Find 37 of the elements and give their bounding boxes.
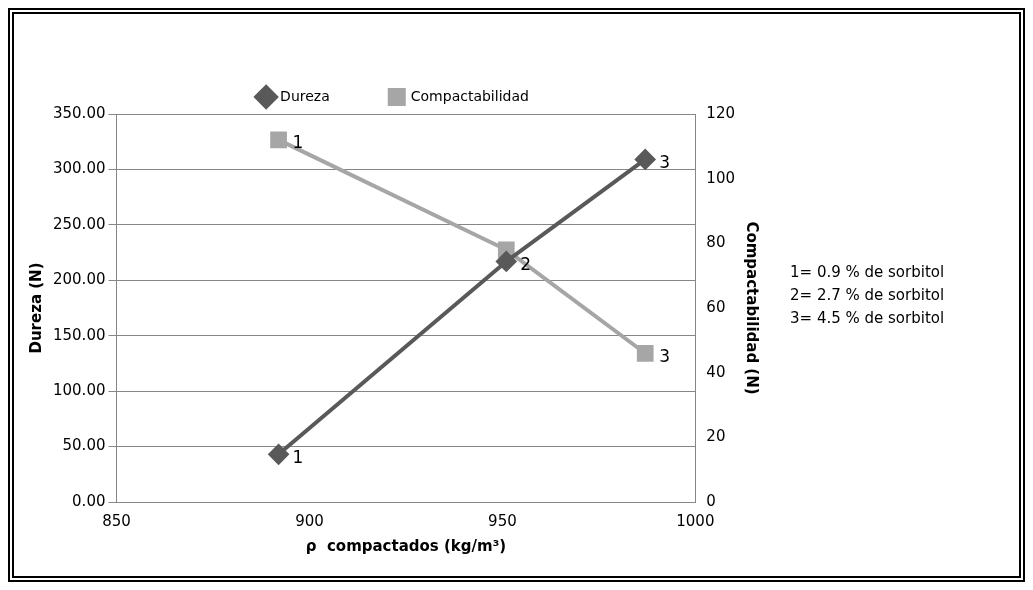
text: 3= 4.5 % de sorbitol xyxy=(790,307,945,329)
y-tick-label: 50.00 xyxy=(62,436,106,455)
y-tick-label: 100.00 xyxy=(52,381,106,400)
point xyxy=(270,131,287,149)
y-tick-label: 200.00 xyxy=(52,270,106,289)
x-tick-label: 950 xyxy=(488,511,517,530)
y2-tick-label: 60 xyxy=(706,297,726,316)
annotation: 3 xyxy=(659,345,671,366)
y2-tick-label: 40 xyxy=(706,362,726,381)
point xyxy=(496,251,517,272)
x-tick-label: 1000 xyxy=(676,511,715,530)
point xyxy=(636,344,654,362)
legend-label: Dureza xyxy=(280,87,330,104)
annotation: 2 xyxy=(520,253,532,274)
y2-tick-label: 20 xyxy=(706,427,726,446)
annotation: 1 xyxy=(292,446,304,467)
y2-tick-label: 100 xyxy=(706,168,736,187)
y-tick-label: 0.00 xyxy=(72,491,106,510)
legend-label: Compactabilidad xyxy=(410,87,529,104)
y-axis-title: Dureza (N) xyxy=(26,262,45,354)
y2-tick-label: 120 xyxy=(706,103,736,122)
y-tick-label: 150.00 xyxy=(52,325,106,344)
text: 2= 2.7 % de sorbitol xyxy=(790,284,945,306)
y2-tick-label: 0 xyxy=(706,491,716,510)
x-axis-title: ρ compactados (kg/m³) xyxy=(305,536,507,555)
y-tick-label: 250.00 xyxy=(52,214,106,233)
x-tick-label: 900 xyxy=(295,511,324,530)
point xyxy=(635,149,656,170)
y-tick-label: 350.00 xyxy=(52,103,106,122)
text: 1= 0.9 % de sorbitol xyxy=(790,261,945,283)
point xyxy=(268,444,289,465)
x-tick-label: 850 xyxy=(102,511,131,530)
annotation: 1 xyxy=(292,131,304,152)
y-tick-label: 300.00 xyxy=(52,159,106,178)
y2-axis-title: Compactabilidad (N) xyxy=(743,221,762,395)
y2-tick-label: 80 xyxy=(706,233,726,252)
annotation: 3 xyxy=(659,151,671,172)
